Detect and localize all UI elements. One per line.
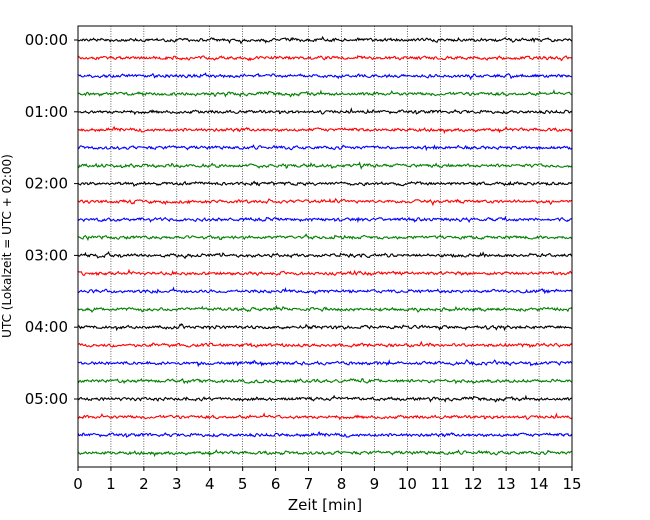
trace-0415: [77, 340, 573, 349]
x-tick-label: 14: [530, 475, 549, 493]
plot-area-background: [78, 26, 572, 467]
trace-0430: [77, 358, 573, 368]
y-tick-label: 05:00: [25, 390, 68, 408]
trace-0315: [77, 268, 573, 277]
trace-0500: [77, 394, 573, 403]
trace-0045: [77, 89, 573, 98]
y-tick-label: 02:00: [25, 175, 68, 193]
x-tick-label: 8: [337, 475, 347, 493]
x-tick-label: 5: [238, 475, 248, 493]
trace-0100: [77, 107, 573, 116]
trace-0000: [77, 35, 573, 45]
trace-0515: [77, 412, 573, 421]
x-tick-label: 15: [562, 475, 581, 493]
x-tick-label: 9: [370, 475, 380, 493]
trace-0215: [77, 197, 573, 207]
trace-0145: [77, 161, 573, 170]
seismic-traces: [77, 35, 573, 458]
y-axis-label: UTC (Lokalzeit = UTC + 02:00): [0, 154, 14, 338]
y-tick-label: 03:00: [25, 246, 68, 264]
x-tick-label: 13: [497, 475, 516, 493]
trace-0330: [77, 286, 573, 295]
x-tick-label: 3: [172, 475, 182, 493]
trace-0130: [77, 144, 573, 152]
trace-0230: [77, 215, 573, 224]
x-tick-label: 1: [106, 475, 116, 493]
x-tick-label: 12: [464, 475, 483, 493]
y-tick-label: 01:00: [25, 103, 68, 121]
trace-0300: [77, 250, 573, 260]
trace-0245: [77, 233, 573, 242]
y-tick-label: 00:00: [25, 31, 68, 49]
x-tick-label: 7: [304, 475, 314, 493]
x-tick-label: 6: [271, 475, 281, 493]
trace-0015: [77, 54, 573, 62]
trace-0530: [77, 431, 573, 438]
grid-lines: [110, 26, 540, 467]
trace-0030: [77, 72, 573, 81]
trace-0545: [77, 449, 573, 458]
y-tick-label: 04:00: [25, 318, 68, 336]
x-tick-label: 2: [139, 475, 149, 493]
x-axis: 0 1 2 3 4 5 6 7 8 9 10 11 12 13 14 15: [73, 467, 582, 493]
plot-frame: [77, 25, 573, 468]
x-tick-label: 11: [431, 475, 450, 493]
trace-0400: [77, 323, 573, 332]
x-tick-label: 0: [73, 475, 83, 493]
x-axis-label: Zeit [min]: [288, 496, 362, 514]
x-tick-label: 4: [205, 475, 215, 493]
trace-0115: [77, 125, 573, 135]
x-tick-label: 10: [398, 475, 417, 493]
trace-0445: [77, 377, 573, 385]
trace-0200: [77, 180, 573, 187]
trace-0345: [77, 304, 573, 314]
y-axis: 00:00 01:00 02:00 03:00 04:00 05:00: [25, 31, 78, 408]
